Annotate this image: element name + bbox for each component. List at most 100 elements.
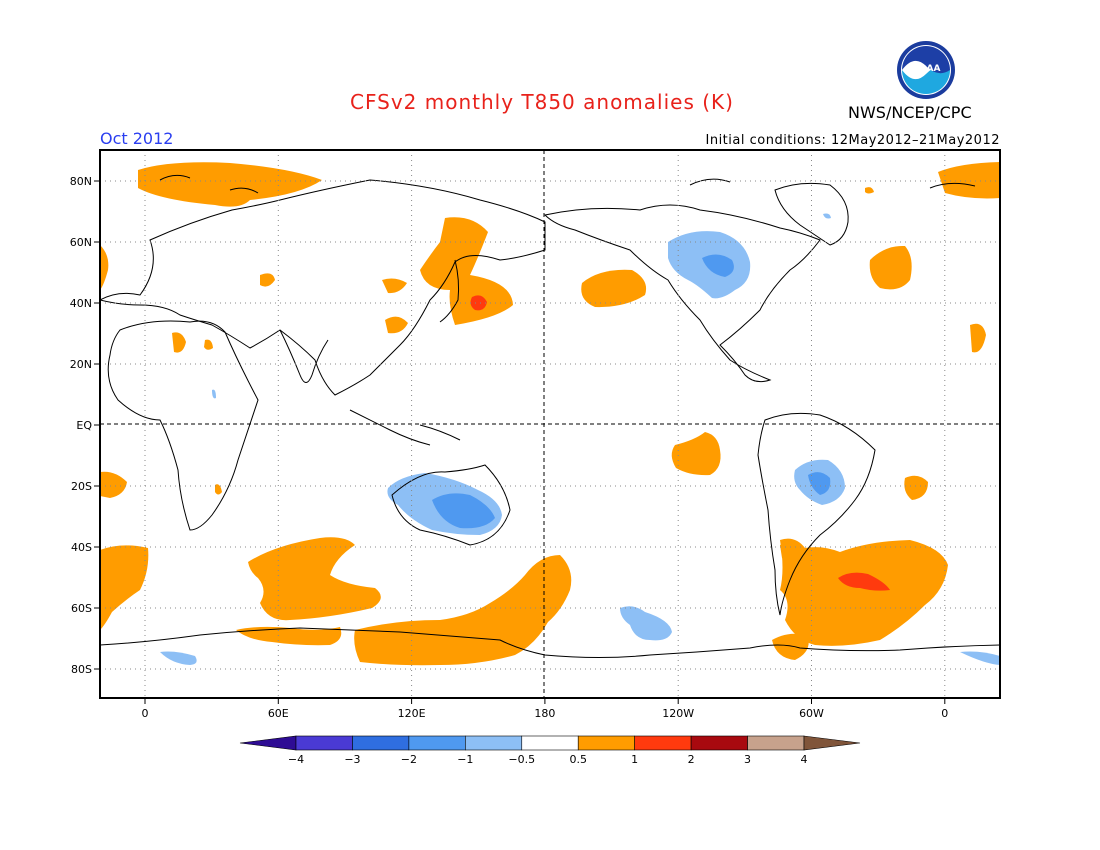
- map-title: CFSv2 monthly T850 anomalies (K): [350, 90, 734, 114]
- coast-eurasia: [100, 179, 546, 396]
- cool-region-arctic-islet: [823, 213, 831, 219]
- warm-region-central-asia: [382, 278, 407, 294]
- colorbar-swatch: [577, 735, 635, 751]
- cool-core-canada: [702, 254, 734, 277]
- warm-region-gulf: [204, 339, 213, 350]
- warm-region-south-atlantic-east: [904, 475, 928, 500]
- warm-region-southern-pacific-west: [354, 555, 572, 666]
- warm-region-north-pacific: [581, 269, 647, 308]
- lat-label: 20S: [71, 480, 92, 493]
- warm-region-caspian: [260, 273, 275, 287]
- coast-greenland: [774, 182, 849, 246]
- colorbar-swatch: [747, 735, 805, 751]
- warm-anomaly-regions: [100, 162, 1000, 666]
- warm-region-falkland: [780, 543, 795, 560]
- colorbar-label: −4: [288, 753, 304, 766]
- warm-region-antarctic-strip: [236, 626, 342, 646]
- lat-label: 60N: [70, 236, 92, 249]
- cool-core-australia: [432, 493, 495, 529]
- colorbar-label: 1: [631, 753, 638, 766]
- lon-label: 120W: [662, 707, 694, 720]
- warm-region-southern-ocean-atlantic: [100, 545, 149, 630]
- cool-region-antarctic-east: [960, 651, 1000, 665]
- cool-region-africa: [212, 389, 216, 399]
- colorbar-label: 2: [688, 753, 695, 766]
- coast-antarctica: [100, 627, 1000, 658]
- warm-region-south-atlantic-west: [100, 471, 127, 498]
- warm-region-atlantic-north: [869, 245, 912, 290]
- warm-region-madagascar: [215, 484, 222, 495]
- colorbar-label: 0.5: [569, 753, 587, 766]
- warm-region-arabia: [172, 332, 186, 353]
- moderate-cool-anomaly-cores: [432, 254, 831, 529]
- coast-africa: [107, 320, 259, 531]
- coast-indonesia: [349, 409, 461, 446]
- longitude-labels: 0 60E 120E 180 120W 60W 0: [142, 698, 948, 720]
- colorbar-swatch: [295, 735, 353, 751]
- lon-label: 60E: [268, 707, 289, 720]
- lon-label: 60W: [799, 707, 824, 720]
- logo-text: NOAA: [912, 64, 941, 74]
- graticule: [100, 150, 1000, 698]
- warm-region-arctic-europe: [138, 162, 322, 207]
- coast-south-america: [757, 412, 876, 616]
- warm-region-atlantic-west: [970, 323, 986, 353]
- colorbar-swatch: [408, 735, 466, 751]
- colorbar-swatch: [465, 735, 523, 751]
- lon-label: 180: [534, 707, 555, 720]
- lat-label: 60S: [71, 602, 92, 615]
- coast-north-america: [544, 204, 821, 383]
- lat-label: EQ: [76, 419, 92, 432]
- colorbar-swatch: [521, 735, 579, 751]
- warm-region-china: [385, 316, 408, 334]
- map-frame: [99, 149, 1001, 699]
- cool-region-antarctic-west: [160, 651, 197, 665]
- lat-label: 40N: [70, 297, 92, 310]
- strong-warm-anomaly-cores: [470, 295, 890, 591]
- lat-label: 40S: [71, 541, 92, 554]
- agency-label: NWS/NCEP/CPC: [848, 103, 972, 122]
- lon-label: 120E: [398, 707, 426, 720]
- lat-label: 20N: [70, 358, 92, 371]
- logo-sky: [902, 46, 950, 74]
- warm-region-arctic-east: [938, 162, 1000, 199]
- logo-wave: [902, 66, 950, 94]
- cool-core-brazil: [808, 472, 831, 495]
- coast-india: [279, 329, 329, 383]
- coastlines: [100, 174, 1000, 658]
- coast-arctic-islands: [159, 174, 976, 194]
- map-content: [100, 162, 1000, 666]
- warm-region-southern-indian: [248, 537, 381, 621]
- noaa-logo: NOAA: [897, 41, 955, 99]
- warm-core-japan: [470, 295, 487, 311]
- colorbar-arrow-low: [239, 735, 297, 751]
- warm-region-japan: [420, 217, 513, 325]
- colorbar-label: 4: [801, 753, 808, 766]
- colorbar-swatch: [352, 735, 410, 751]
- warm-region-equatorial-pacific: [671, 432, 721, 476]
- colorbar-label: 3: [744, 753, 751, 766]
- warm-region-antarctic-peninsula: [772, 633, 809, 660]
- warm-region-iberia: [100, 245, 109, 290]
- colorbar-label: −1: [457, 753, 473, 766]
- warm-core-south-atlantic: [838, 572, 890, 591]
- colorbar-arrow-high: [803, 735, 861, 751]
- warm-region-south-america-east: [780, 538, 948, 646]
- colorbar-label: −0.5: [508, 753, 535, 766]
- latitude-labels: 80N 60N 40N 20N EQ 20S 40S 60S 80S: [70, 175, 100, 676]
- warm-region-arctic-islet: [865, 187, 874, 194]
- colorbar: −4 −3 −2 −1 −0.5 0.5 1 2 3 4: [239, 735, 861, 766]
- coast-australia: [391, 464, 511, 546]
- lon-label: 0: [941, 707, 948, 720]
- forecast-period: Oct 2012: [100, 129, 174, 148]
- coast-japan: [439, 259, 460, 323]
- colorbar-label: −3: [344, 753, 360, 766]
- lon-label: 0: [142, 707, 149, 720]
- lat-label: 80N: [70, 175, 92, 188]
- lat-label: 80S: [71, 663, 92, 676]
- initial-conditions: Initial conditions: 12May2012–21May2012: [705, 133, 1000, 148]
- colorbar-swatch: [690, 735, 748, 751]
- colorbar-label: −2: [401, 753, 417, 766]
- cool-region-southern-pacific: [620, 606, 672, 641]
